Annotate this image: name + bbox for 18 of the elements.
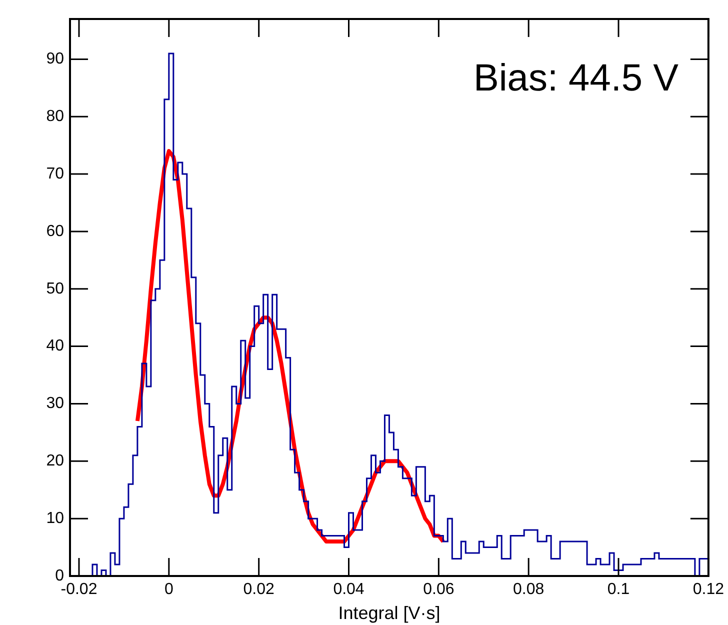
- x-tick-label: 0.06: [423, 581, 454, 598]
- y-tick-label: 10: [46, 510, 64, 527]
- y-tick-label: 80: [46, 108, 64, 126]
- x-tick-label: 0.08: [513, 581, 544, 598]
- y-tick-label: 50: [46, 280, 64, 298]
- x-tick-label: 0.04: [333, 581, 364, 598]
- y-tick-label: 40: [46, 338, 64, 355]
- x-tick-label: 0.12: [692, 581, 724, 598]
- x-tick-label: 0.1: [607, 581, 630, 598]
- annotation: Bias: 44.5 V: [474, 57, 680, 100]
- y-tick-label: 90: [46, 50, 64, 68]
- x-axis-title: Integral [V·s]: [338, 603, 440, 624]
- y-tick-label: 60: [46, 222, 64, 240]
- y-tick-label: 70: [46, 165, 64, 182]
- y-tick-label: 20: [46, 452, 64, 470]
- x-tick-label: 0: [164, 581, 174, 598]
- y-tick-label: 30: [46, 395, 64, 412]
- x-tick-label: 0.02: [243, 581, 275, 598]
